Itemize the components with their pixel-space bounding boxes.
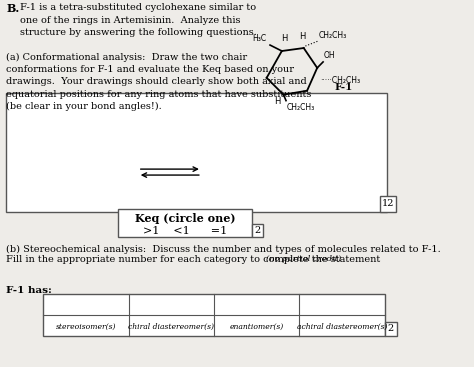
Text: (b) Stereochemical analysis:  Discuss the number and types of molecules related : (b) Stereochemical analysis: Discuss the…	[7, 244, 441, 254]
Text: >1    <1      =1: >1 <1 =1	[143, 226, 227, 236]
Text: CH₂CH₃: CH₂CH₃	[287, 103, 315, 112]
Text: B.: B.	[7, 3, 20, 14]
Text: (no partial credit): (no partial credit)	[266, 255, 341, 264]
Text: F-1 is a tetra-substituted cyclohexane similar to
one of the rings in Artemisini: F-1 is a tetra-substituted cyclohexane s…	[20, 3, 257, 37]
Text: achiral diastereomer(s): achiral diastereomer(s)	[297, 323, 387, 331]
Bar	[44, 294, 384, 336]
Text: chiral diastereomer(s): chiral diastereomer(s)	[128, 323, 214, 331]
Text: (a) Conformational analysis:  Draw the two chair
conformations for F-1 and evalu: (a) Conformational analysis: Draw the tw…	[7, 53, 312, 111]
Bar	[380, 196, 395, 212]
Text: 2: 2	[388, 324, 394, 333]
Text: F-1: F-1	[334, 83, 352, 92]
Text: H₃C: H₃C	[253, 34, 267, 43]
Bar	[384, 322, 397, 336]
Text: ·····CH₂CH₃: ·····CH₂CH₃	[320, 76, 361, 85]
Bar	[252, 224, 263, 237]
Text: F-1 has:: F-1 has:	[7, 286, 52, 295]
Text: H: H	[281, 34, 288, 43]
Text: 12: 12	[382, 199, 394, 208]
Text: OH: OH	[324, 51, 336, 60]
Text: Keq (circle one): Keq (circle one)	[135, 213, 235, 224]
Text: enantiomer(s): enantiomer(s)	[229, 323, 284, 331]
Bar	[118, 209, 252, 237]
Text: H: H	[274, 97, 280, 106]
Bar	[7, 93, 387, 212]
Text: Fill in the appropriate number for each category to complete the statement: Fill in the appropriate number for each …	[7, 255, 381, 265]
Text: 2: 2	[254, 226, 261, 235]
Text: H: H	[299, 32, 305, 41]
Text: CH₂CH₃: CH₂CH₃	[319, 31, 347, 40]
Text: stereoisomer(s): stereoisomer(s)	[56, 323, 117, 331]
